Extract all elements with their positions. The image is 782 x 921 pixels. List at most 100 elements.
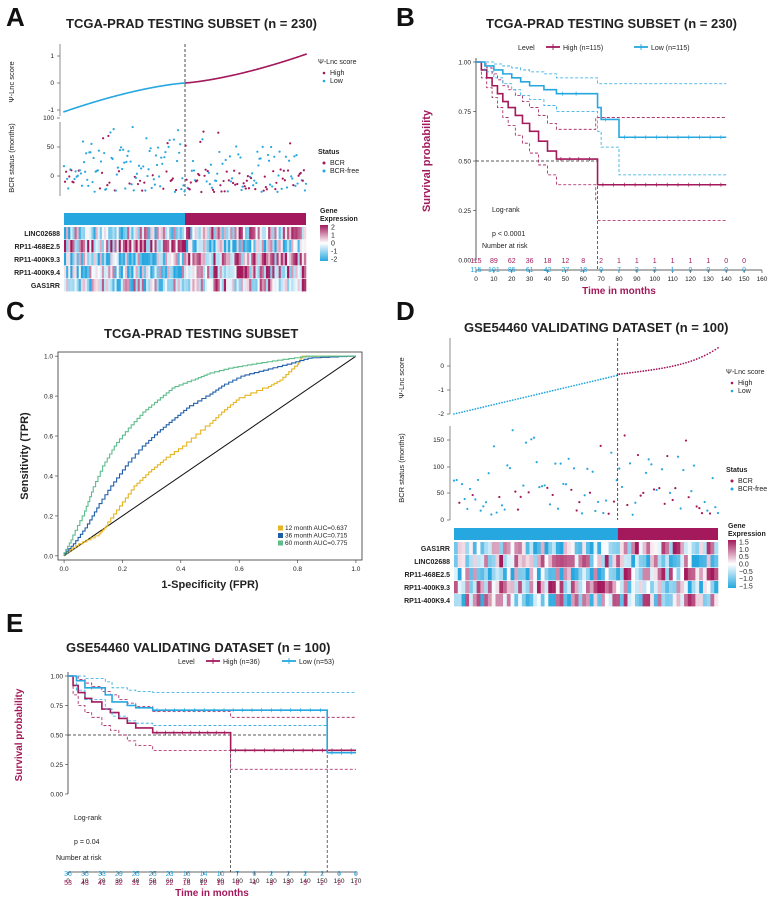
risk-count: 10 [217, 880, 225, 887]
status-point [237, 153, 240, 156]
heatmap-cell [150, 227, 153, 240]
heatmap-cell [217, 253, 221, 266]
status-point [287, 159, 291, 162]
heatmap-cell [135, 240, 138, 253]
heatmap-cell [266, 266, 269, 279]
heatmap-cell [297, 266, 300, 279]
score-point [711, 350, 714, 353]
heatmap-cell [559, 568, 564, 581]
heatmap-cell [253, 266, 256, 279]
heatmap-cell [114, 266, 117, 279]
status-legend-title: Status [726, 467, 748, 474]
heatmap-cell [226, 253, 229, 266]
score-point [685, 361, 687, 364]
gene-label: GAS1RR [421, 546, 450, 553]
heatmap-cell [125, 279, 128, 292]
status-point [679, 507, 682, 510]
heatmap-cell [280, 266, 284, 279]
heatmap-cell [213, 227, 216, 240]
status-point [567, 457, 570, 460]
risk-count: 0 [354, 871, 358, 878]
score-point [479, 406, 482, 409]
status-point [580, 512, 584, 515]
km-curve [68, 675, 356, 754]
status-point [216, 172, 219, 175]
heatmap-cell [181, 279, 185, 292]
heatmap-cell [213, 240, 216, 253]
km-x-tick-label: 150 [317, 878, 328, 885]
status-point [279, 168, 282, 171]
km-x-tick-label: 30 [526, 276, 534, 283]
heatmap-cell [228, 266, 231, 279]
heatmap-cell [116, 253, 120, 266]
heatmap-cell [78, 266, 82, 279]
heatmap-cell [162, 253, 166, 266]
panel-a-label: A [6, 2, 25, 32]
heatmap-cell [186, 279, 189, 292]
status-point [247, 187, 251, 190]
heatmap-cell [150, 253, 153, 266]
heatmap-cell [555, 542, 560, 555]
status-point [185, 178, 188, 181]
group-bar-low [454, 528, 618, 540]
heatmap-cell [646, 581, 651, 594]
heatmap-cell [99, 266, 103, 279]
status-point [623, 434, 626, 437]
heatmap-cell [291, 240, 294, 253]
heatmap-cell [642, 542, 647, 555]
status-point [221, 162, 224, 165]
heatmap-cell [691, 568, 696, 581]
km-x-tick-label: 130 [283, 878, 294, 885]
status-point [198, 174, 201, 177]
heatmap-cell [484, 555, 489, 568]
heatmap-cell [702, 581, 707, 594]
heatmap-cell [112, 240, 115, 253]
heatmap-cell [301, 227, 305, 240]
status-point [182, 184, 185, 187]
score-point [305, 53, 307, 56]
heatmap-cell [295, 279, 298, 292]
status-point [479, 509, 482, 512]
heatmap-cell [234, 279, 237, 292]
km-x-tick-label: 60 [166, 878, 174, 885]
score-point [469, 409, 471, 412]
heatmap-cell [635, 594, 640, 607]
heatmap-cell [186, 227, 189, 240]
heatmap-cell [204, 253, 208, 266]
status-point [207, 171, 210, 174]
heatmap-cell [228, 279, 231, 292]
heatmap-cell [289, 227, 292, 240]
status-point [618, 467, 621, 470]
heatmap-cell [638, 594, 643, 607]
roc-y-tick-label: 0.6 [44, 434, 53, 441]
heatmap-cell [289, 266, 292, 279]
heat-legend-title: Expression [728, 531, 766, 538]
heatmap-cell [299, 279, 303, 292]
score-point [674, 364, 677, 367]
heatmap-cell [533, 581, 538, 594]
heatmap-cell [702, 555, 707, 568]
heatmap-cell [255, 279, 258, 292]
status-point [663, 502, 666, 505]
heatmap-cell [601, 542, 606, 555]
score-point [543, 391, 546, 394]
km-x-label: Time in months [175, 888, 249, 899]
heatmap-cell [684, 542, 689, 555]
heatmap-cell [200, 240, 204, 253]
score-point [562, 387, 565, 390]
heatmap-cell [129, 227, 132, 240]
heatmap-cell [137, 279, 141, 292]
heatmap-cell [99, 279, 103, 292]
heatmap-cell [518, 568, 523, 581]
heatmap-cell [657, 581, 662, 594]
heatmap-cell [461, 542, 466, 555]
heatmap-cell [559, 542, 564, 555]
status-point [74, 170, 77, 173]
heatmap-cell [680, 555, 685, 568]
status-point [266, 153, 270, 157]
heatmap-cell [284, 253, 288, 266]
heatmap-cell [238, 240, 242, 253]
heatmap-cell [635, 555, 640, 568]
heatmap-cell [303, 240, 307, 253]
heatmap-cell [259, 253, 263, 266]
